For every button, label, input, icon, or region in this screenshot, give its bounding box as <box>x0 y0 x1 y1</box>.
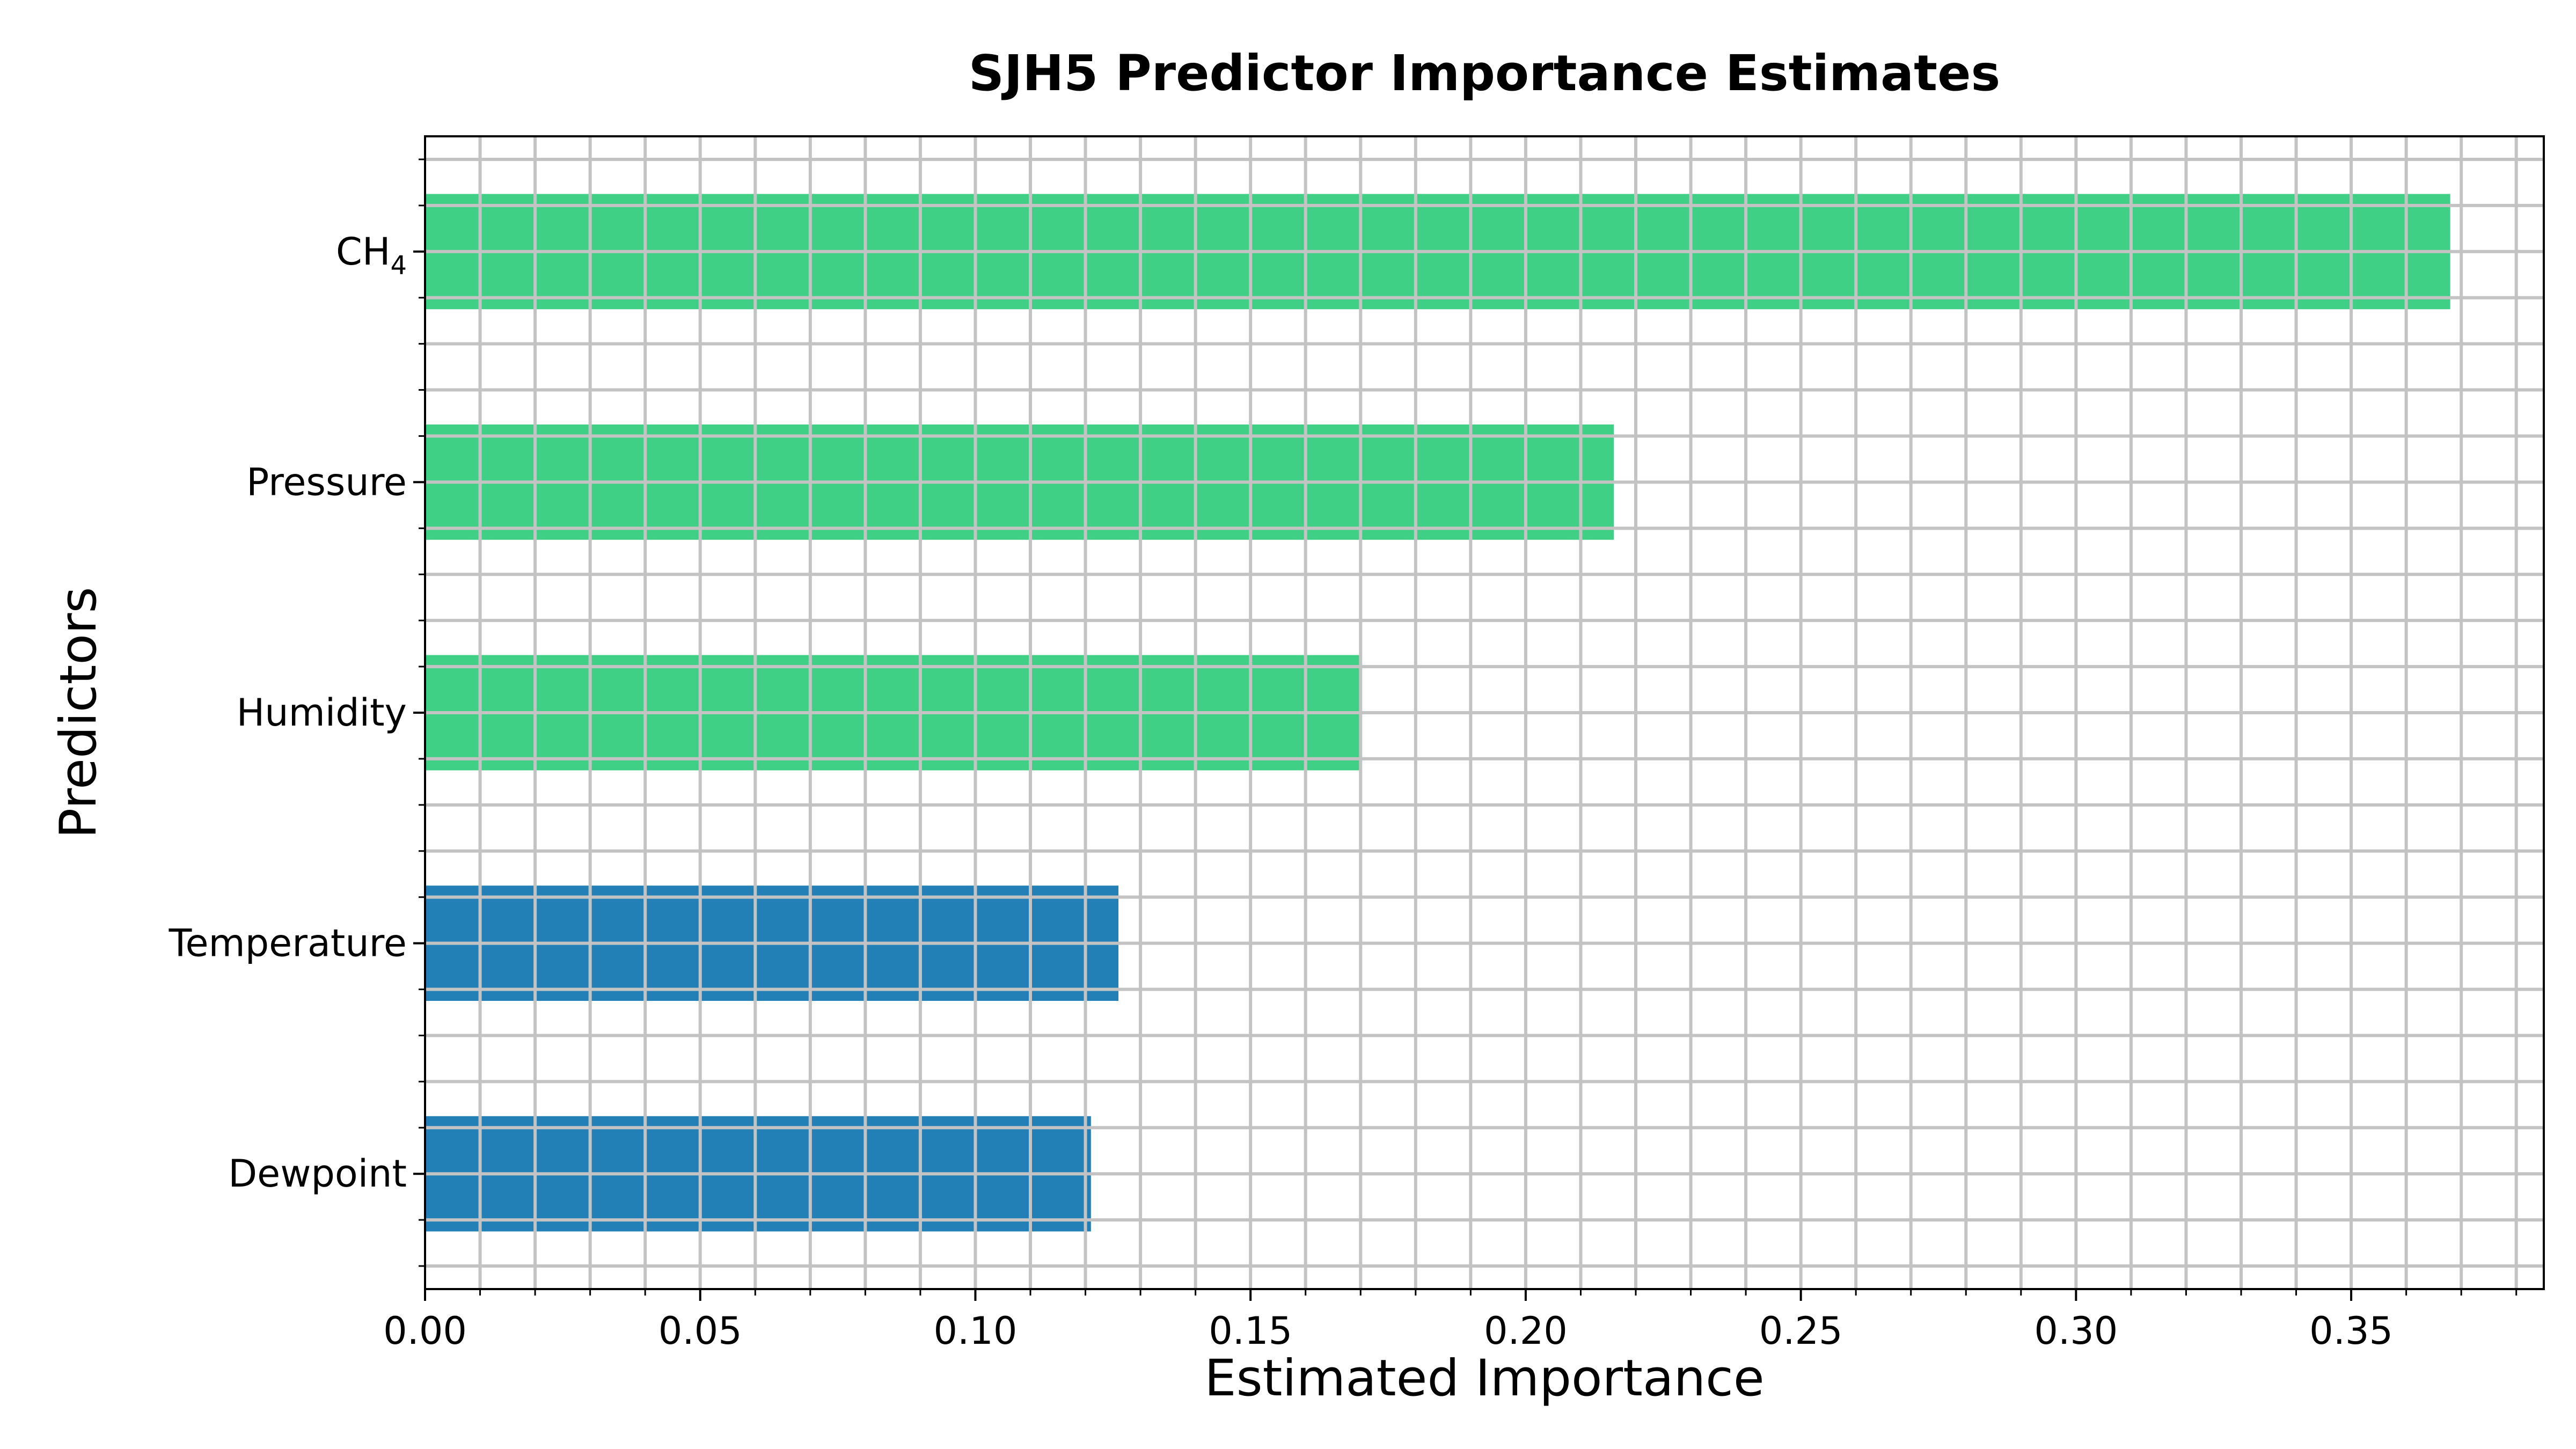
grid-group <box>425 136 2544 1289</box>
x-tick-label: 0.20 <box>1484 1309 1568 1353</box>
x-tick-label: 0.10 <box>934 1309 1018 1353</box>
y-tick-label-temperature: Temperature <box>169 921 407 965</box>
x-axis-label: Estimated Importance <box>1204 1349 1764 1408</box>
x-tick-label: 0.05 <box>658 1309 742 1353</box>
x-tick-label: 0.00 <box>383 1309 467 1353</box>
y-tick-label-humidity: Humidity <box>237 691 407 735</box>
x-tick-label: 0.25 <box>1759 1309 1843 1353</box>
y-tick-label-dewpoint: Dewpoint <box>228 1152 407 1196</box>
x-tick-label: 0.35 <box>2309 1309 2393 1353</box>
x-tick-label: 0.30 <box>2034 1309 2118 1353</box>
plot-frame <box>424 135 2545 1290</box>
subscript: 4 <box>390 251 407 281</box>
y-axis-label: Predictors <box>49 587 108 839</box>
chart-title: SJH5 Predictor Importance Estimates <box>969 45 2000 102</box>
y-tick-label-pressure: Pressure <box>246 460 407 504</box>
labels-group: 0.00 0.05 0.10 0.15 0.20 0.25 0.30 0.35CH4Press… <box>169 230 2393 1353</box>
x-tick-label: 0.15 <box>1209 1309 1292 1353</box>
